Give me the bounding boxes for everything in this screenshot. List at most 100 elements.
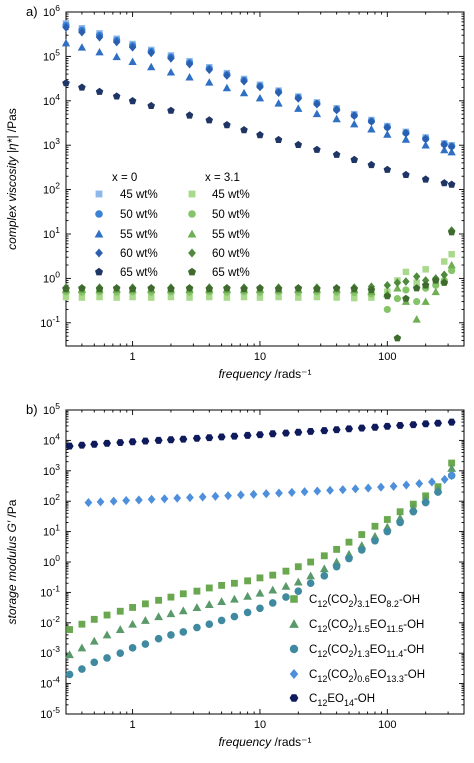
b-point xyxy=(383,527,392,536)
b-point xyxy=(300,487,309,497)
a-point xyxy=(62,79,70,87)
a-point xyxy=(294,104,303,112)
b-point xyxy=(383,422,392,430)
a-point xyxy=(185,111,194,119)
a-legend-label: 65 wt% xyxy=(120,267,158,279)
a-point xyxy=(383,130,392,138)
b-legend-marker xyxy=(289,694,299,702)
b-point xyxy=(179,628,188,636)
a-y-tick-label: 100 xyxy=(43,269,60,285)
b-point xyxy=(230,594,239,603)
a-point xyxy=(240,126,248,134)
a-point xyxy=(383,292,392,300)
b-point xyxy=(244,577,252,585)
panel-a: a) 1 10 100 10-1 100 101 102 103 104 105 106 frequen… xyxy=(5,3,465,381)
b-point xyxy=(84,498,93,508)
b-point xyxy=(287,487,296,497)
a-point xyxy=(441,258,448,265)
b-y-tick-label: 10-2 xyxy=(40,614,60,630)
a-point xyxy=(332,114,341,123)
a-point xyxy=(147,284,155,292)
a-point xyxy=(447,260,456,269)
a-point xyxy=(440,179,448,187)
b-point xyxy=(269,571,277,579)
b-y-tick-label: 10-4 xyxy=(40,675,60,691)
b-legend-label: C12(CO2)1.3EO11.4-OH xyxy=(309,644,424,659)
a-point xyxy=(401,135,411,143)
b-point xyxy=(351,484,360,494)
b-point xyxy=(262,489,271,499)
a-point xyxy=(61,38,71,47)
a-point xyxy=(402,170,410,178)
a-point xyxy=(275,293,282,301)
b-series-2 xyxy=(65,471,456,679)
a-point xyxy=(421,276,430,285)
a-point xyxy=(367,286,376,294)
b-point xyxy=(447,418,456,426)
b-point xyxy=(345,425,353,433)
a-point xyxy=(129,293,136,301)
a-point xyxy=(383,123,391,132)
b-point xyxy=(102,630,112,639)
a-legend-label: 45 wt% xyxy=(120,189,158,201)
b-data-points xyxy=(65,418,457,679)
a-point xyxy=(223,284,231,292)
a-point xyxy=(350,119,359,128)
a-point xyxy=(447,147,456,156)
b-point xyxy=(256,431,264,439)
a-point xyxy=(367,124,376,133)
b-point xyxy=(166,609,176,618)
a-point xyxy=(312,109,322,118)
a-point xyxy=(62,23,70,32)
a-legend-label: 45 wt% xyxy=(212,189,250,201)
a-point xyxy=(256,294,264,301)
a-point xyxy=(274,284,283,293)
a-x-tick-label: 1 xyxy=(130,351,136,363)
b-x-tick-label: 10 xyxy=(254,719,266,731)
b-point xyxy=(409,507,418,516)
b-legend-marker xyxy=(289,619,299,628)
b-point xyxy=(116,649,125,657)
a-point xyxy=(255,93,265,102)
b-point xyxy=(205,584,213,592)
a-point xyxy=(167,293,175,301)
b-point xyxy=(377,482,385,492)
a-legend-marker xyxy=(94,229,104,238)
b-point xyxy=(179,435,188,443)
a-y-tick-label: 10-1 xyxy=(40,314,60,330)
a-point xyxy=(294,140,303,148)
a-point xyxy=(383,165,392,173)
b-point xyxy=(358,531,366,538)
a-y-tick-label: 102 xyxy=(43,181,60,197)
b-point xyxy=(218,581,226,589)
a-point xyxy=(413,298,421,306)
a-point xyxy=(393,284,402,292)
b-point xyxy=(256,604,264,613)
a-point xyxy=(128,284,137,293)
b-point xyxy=(333,545,341,553)
b-y-tick-label: 100 xyxy=(43,553,60,569)
a-point xyxy=(332,105,341,115)
a-point xyxy=(128,43,137,52)
a-point xyxy=(147,101,155,109)
a-point xyxy=(112,92,121,100)
a-point xyxy=(402,129,410,138)
b-point xyxy=(154,612,163,621)
a-legend-group-title: x = 0 xyxy=(112,172,137,184)
a-point xyxy=(313,99,321,109)
b-point xyxy=(103,439,111,447)
a-point xyxy=(350,155,358,163)
a-point xyxy=(421,175,430,183)
b-y-tick-label: 103 xyxy=(43,462,60,478)
a-point xyxy=(205,284,213,293)
a-point xyxy=(393,295,402,303)
b-point xyxy=(141,640,150,648)
a-point xyxy=(383,305,391,314)
b-y-tick-label: 10-1 xyxy=(40,583,60,599)
b-legend-label: C12(CO2)3.1EO8.2-OH xyxy=(309,594,420,609)
a-point xyxy=(78,83,86,91)
a-point xyxy=(421,297,430,305)
a-point xyxy=(256,284,264,292)
a-y-tick-label: 101 xyxy=(43,225,60,241)
